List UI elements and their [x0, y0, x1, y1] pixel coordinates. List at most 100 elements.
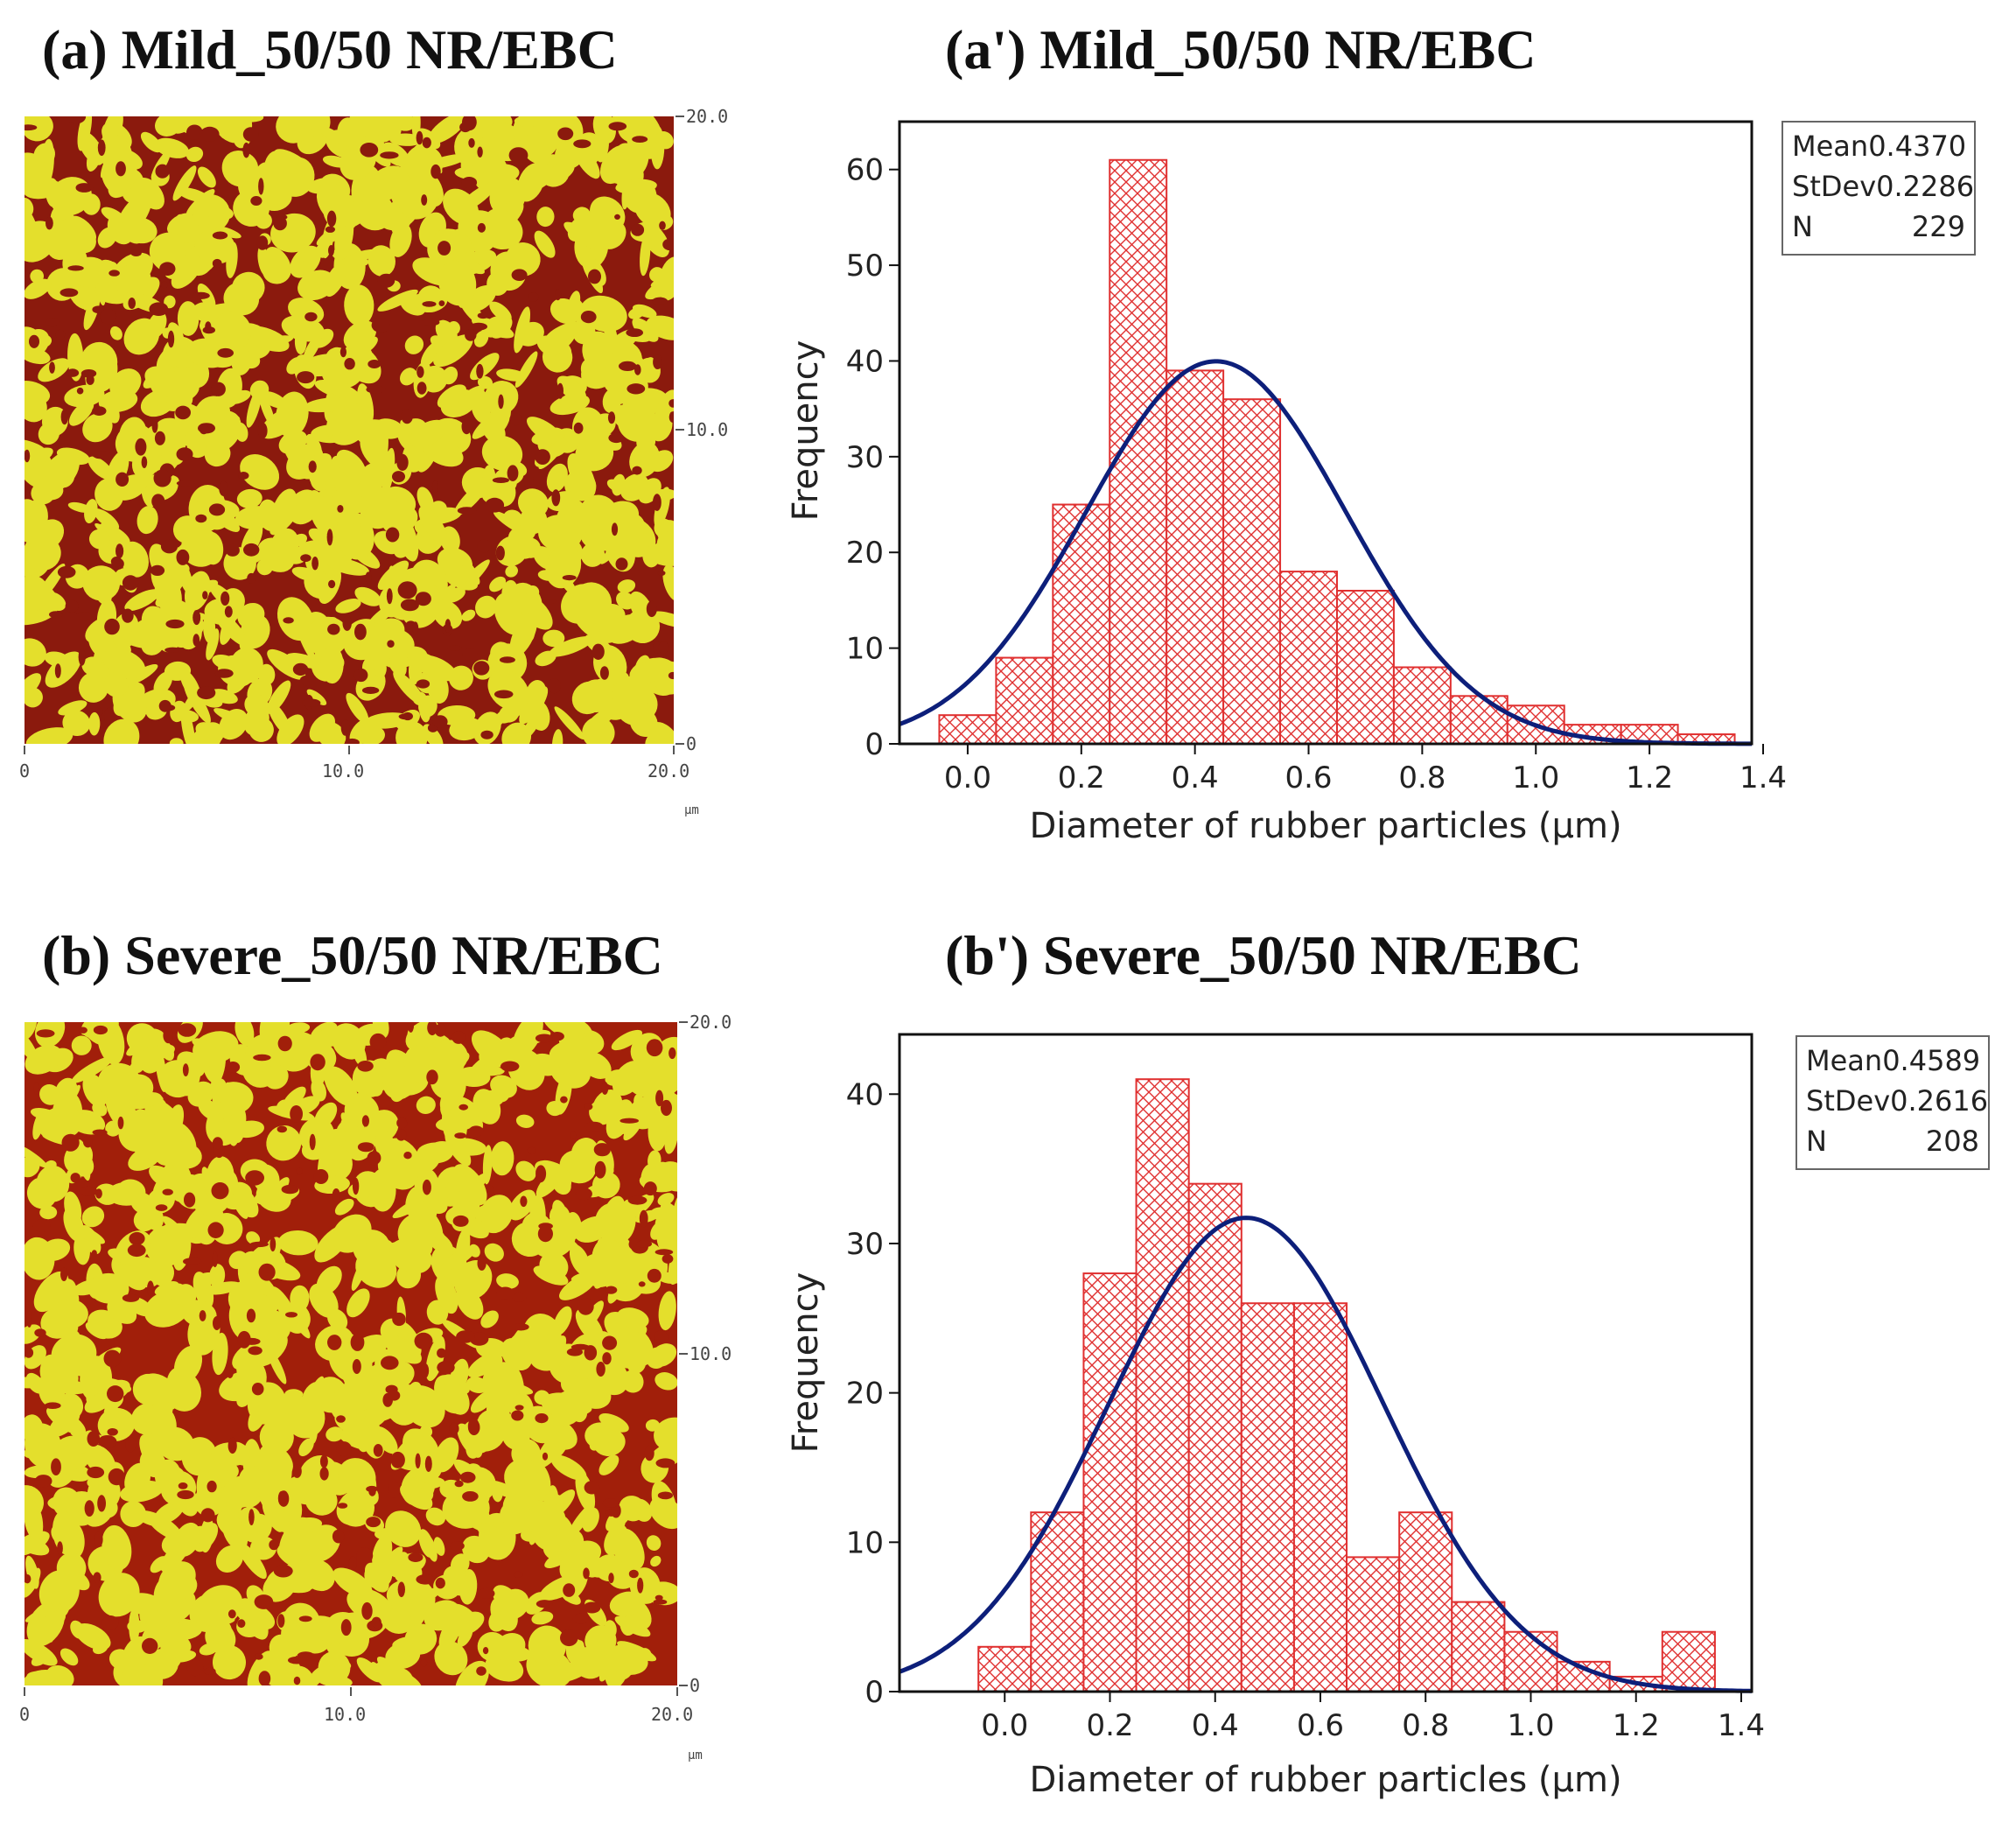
afm-phase-domain	[24, 1638, 58, 1666]
afm-phase-domain	[286, 653, 322, 669]
afm-phase-domain	[558, 1515, 575, 1543]
afm-matrix-inclusion	[414, 1332, 433, 1349]
afm-phase-domain	[487, 669, 529, 711]
afm-phase-domain	[24, 278, 52, 299]
afm-matrix-inclusion	[555, 289, 562, 301]
afm-matrix-inclusion	[67, 265, 84, 271]
x-tick-label: 1.4	[1718, 1708, 1765, 1743]
afm-phase-domain	[581, 1300, 604, 1332]
afm-phase-domain	[527, 1501, 566, 1538]
afm-phase-domain	[517, 163, 545, 202]
afm-matrix-inclusion	[593, 1143, 611, 1157]
afm-phase-domain	[263, 1656, 301, 1685]
afm-phase-domain	[150, 1556, 168, 1573]
afm-phase-domain	[93, 508, 120, 530]
afm-matrix-inclusion	[367, 1151, 382, 1166]
histogram-bar	[1503, 1630, 1558, 1693]
afm-phase-domain	[24, 347, 51, 365]
afm-phase-domain	[534, 230, 556, 258]
afm-matrix-inclusion	[361, 1115, 369, 1127]
afm-phase-domain	[346, 1288, 370, 1318]
afm-phase-domain	[416, 487, 434, 513]
afm-matrix-inclusion	[155, 164, 170, 179]
afm-matrix-inclusion	[611, 522, 619, 536]
afm-phase-domain	[209, 1044, 227, 1086]
afm-matrix-inclusion	[628, 1569, 639, 1579]
afm-phase-domain	[628, 144, 649, 177]
afm-phase-domain	[549, 1038, 595, 1064]
x-tick-label: 0.0	[981, 1708, 1028, 1743]
afm-phase-domain	[97, 1062, 142, 1102]
afm-matrix-inclusion	[535, 1413, 549, 1424]
afm-matrix-inclusion	[388, 1480, 400, 1498]
afm-phase-domain	[500, 1337, 533, 1371]
afm-phase-domain	[186, 146, 204, 163]
histogram-bar	[1335, 589, 1395, 745]
afm-phase-domain	[286, 356, 304, 375]
afm-phase-domain	[629, 707, 658, 738]
afm-matrix-inclusion	[426, 1069, 438, 1085]
afm-matrix-inclusion	[257, 422, 268, 439]
afm-phase-domain	[238, 1598, 269, 1640]
afm-phase-domain	[599, 144, 634, 185]
afm-phase-domain	[63, 1207, 85, 1242]
afm-matrix-inclusion	[634, 364, 641, 375]
afm-phase-domain	[423, 724, 444, 744]
afm-matrix-inclusion	[386, 588, 393, 605]
afm-matrix-inclusion	[653, 354, 662, 370]
afm-matrix-inclusion	[292, 662, 309, 676]
afm-phase-domain	[484, 1243, 504, 1262]
afm-phase-domain	[632, 304, 657, 319]
afm-matrix-inclusion	[550, 1032, 564, 1041]
afm-phase-domain	[269, 1634, 297, 1664]
afm-matrix-inclusion	[285, 1312, 298, 1318]
afm-matrix-inclusion	[332, 1188, 340, 1202]
afm-phase-domain	[396, 721, 428, 744]
afm-phase-domain	[389, 1080, 407, 1103]
afm-phase-domain	[111, 634, 131, 654]
afm-phase-domain	[47, 1495, 90, 1513]
afm-matrix-inclusion	[242, 127, 259, 142]
afm-matrix-inclusion	[160, 539, 178, 554]
afm-matrix-inclusion	[153, 469, 172, 487]
panel-b-title: (b) Severe_50/50 NR/EBC	[42, 924, 663, 986]
afm-matrix-inclusion	[299, 675, 316, 686]
afm-phase-domain	[339, 121, 358, 147]
afm-matrix-inclusion	[270, 1237, 276, 1252]
afm-phase-domain	[206, 628, 220, 661]
afm-phase-domain	[605, 531, 636, 572]
afm-matrix-inclusion	[340, 1619, 352, 1636]
afm-matrix-inclusion	[477, 539, 492, 553]
afm-matrix-inclusion	[246, 1308, 256, 1323]
afm-phase-domain	[24, 1027, 38, 1062]
afm-matrix-inclusion	[281, 1184, 299, 1195]
afm-phase-domain	[504, 1458, 544, 1496]
afm-phase-domain	[648, 1115, 667, 1152]
afm-phase-domain	[418, 696, 431, 723]
afm-matrix-inclusion	[499, 656, 515, 663]
afm-phase-domain	[256, 558, 274, 576]
afm-matrix-inclusion	[659, 221, 666, 230]
afm-matrix-inclusion	[211, 1182, 229, 1200]
afm-phase-domain	[621, 1370, 644, 1393]
afm-matrix-inclusion	[297, 371, 315, 384]
afm-phase-domain	[78, 671, 109, 703]
afm-phase-domain	[619, 1496, 646, 1522]
afm-matrix-inclusion	[494, 690, 514, 699]
afm-phase-map-mild	[24, 116, 674, 744]
afm-phase-domain	[212, 312, 252, 352]
afm-matrix-inclusion	[82, 1135, 93, 1148]
histogram-bar	[1661, 1630, 1716, 1693]
afm-matrix-inclusion	[643, 1181, 657, 1196]
afm-phase-domain	[132, 1373, 164, 1405]
afm-phase-domain	[71, 1035, 92, 1055]
afm-matrix-inclusion	[288, 1656, 306, 1664]
afm-matrix-inclusion	[248, 1509, 255, 1525]
afm-matrix-inclusion	[498, 394, 504, 410]
afm-phase-domain	[237, 1542, 267, 1580]
afm-matrix-inclusion	[24, 1347, 34, 1358]
afm-matrix-inclusion	[164, 647, 181, 653]
afm-matrix-inclusion	[461, 418, 472, 435]
afm-phase-domain	[354, 192, 395, 231]
afm-matrix-inclusion	[49, 611, 63, 619]
